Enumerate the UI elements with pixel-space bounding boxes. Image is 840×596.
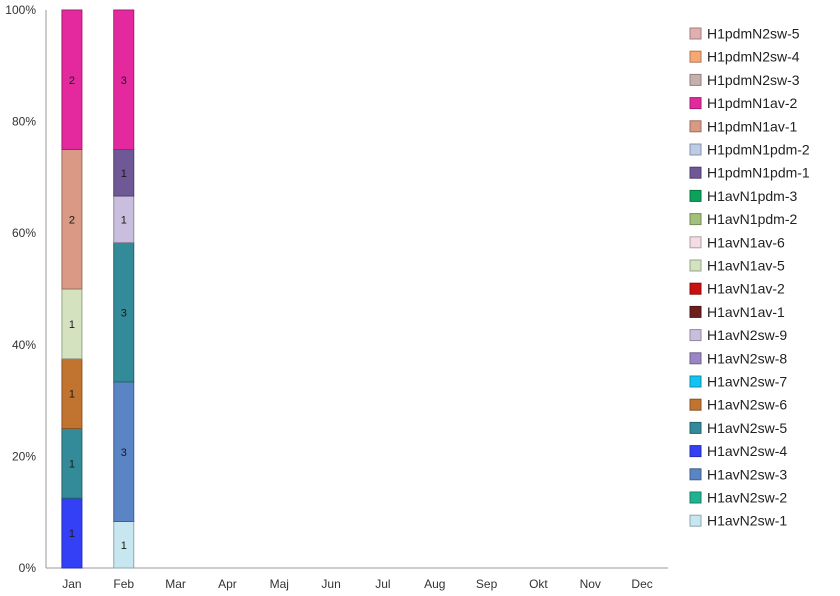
legend-swatch <box>689 468 702 481</box>
y-tick-label: 40% <box>12 338 36 352</box>
x-tick-label: Feb <box>113 577 134 591</box>
legend-label: H1avN1pdm-2 <box>707 211 797 227</box>
legend-label: H1avN2sw-9 <box>707 327 787 343</box>
legend-swatch <box>689 166 702 179</box>
legend-label: H1pdmN1av-1 <box>707 118 797 134</box>
bar-segment-label: 3 <box>121 447 127 459</box>
y-axis-ticks: 0% 20% 40% 60% 80% 100% <box>5 3 36 575</box>
y-tick-label: 80% <box>12 115 36 129</box>
x-tick-label: Aug <box>424 577 445 591</box>
legend-label: H1avN2sw-5 <box>707 420 787 436</box>
legend-label: H1avN2sw-1 <box>707 513 787 529</box>
legend-label: H1avN2sw-7 <box>707 374 787 390</box>
x-tick-label: Maj <box>270 577 289 591</box>
bar-segment-label: 1 <box>121 214 127 226</box>
x-tick-label: Jan <box>62 577 81 591</box>
chart-axes <box>45 10 668 569</box>
bar-segment-label: 1 <box>121 540 127 552</box>
legend-swatch <box>689 213 702 226</box>
legend-label: H1pdmN2sw-3 <box>707 72 800 88</box>
legend-label: H1pdmN2sw-4 <box>707 49 800 65</box>
legend-swatch <box>689 514 702 527</box>
bar-segment-label: 1 <box>121 168 127 180</box>
legend-label: H1avN1pdm-3 <box>707 188 797 204</box>
bar-segment-label: 3 <box>121 75 127 87</box>
chart-bars: 1 1 1 1 2 2 1 3 3 1 1 3 <box>61 9 135 569</box>
bar-segment-label: 1 <box>69 528 75 540</box>
bar-segment-label: 3 <box>121 307 127 319</box>
bar-segment-label: 1 <box>69 319 75 331</box>
chart-legend: H1pdmN2sw-5 H1pdmN2sw-4 H1pdmN2sw-3 H1pdmN1… <box>689 26 810 529</box>
y-tick-label: 100% <box>5 3 36 17</box>
legend-label: H1avN1av-6 <box>707 234 785 250</box>
legend-swatch <box>689 375 702 388</box>
legend-label: H1pdmN1pdm-1 <box>707 165 810 181</box>
y-tick-label: 0% <box>19 561 37 575</box>
legend-label: H1pdmN2sw-5 <box>707 26 800 42</box>
legend-swatch <box>689 305 702 318</box>
legend-swatch <box>689 329 702 342</box>
legend-swatch <box>689 143 702 156</box>
legend-swatch <box>689 282 702 295</box>
legend-swatch <box>689 236 702 249</box>
legend-swatch <box>689 189 702 202</box>
legend-swatch <box>689 259 702 272</box>
legend-swatch <box>689 27 702 40</box>
x-axis-ticks: Jan Feb Mar Apr Maj Jun Jul Aug Sep Okt Nov Dec <box>62 577 653 591</box>
bar-segment-label: 1 <box>69 389 75 401</box>
bar-segment-label: 2 <box>69 214 75 226</box>
legend-label: H1pdmN1av-2 <box>707 95 797 111</box>
legend-label: H1pdmN1pdm-2 <box>707 142 810 158</box>
legend-label: H1avN2sw-8 <box>707 350 787 366</box>
legend-label: H1avN2sw-2 <box>707 490 787 506</box>
x-tick-label: Dec <box>631 577 652 591</box>
legend-label: H1avN1av-5 <box>707 258 785 274</box>
bar-segment <box>113 9 135 150</box>
legend-label: H1avN1av-1 <box>707 304 785 320</box>
legend-swatch <box>689 97 702 110</box>
legend-swatch <box>689 398 702 411</box>
x-tick-label: Sep <box>476 577 498 591</box>
y-tick-label: 20% <box>12 449 36 463</box>
y-tick-label: 60% <box>12 226 36 240</box>
legend-label: H1avN2sw-4 <box>707 443 787 459</box>
legend-swatch <box>689 445 702 458</box>
legend-label: H1avN1av-2 <box>707 281 785 297</box>
legend-swatch <box>689 120 702 133</box>
x-tick-label: Apr <box>218 577 237 591</box>
legend-swatch <box>689 73 702 86</box>
x-tick-label: Mar <box>165 577 186 591</box>
bar-segment-label: 1 <box>69 458 75 470</box>
bar-segment <box>61 9 83 150</box>
legend-swatch <box>689 491 702 504</box>
x-tick-label: Jun <box>321 577 340 591</box>
x-tick-label: Jul <box>375 577 390 591</box>
legend-swatch <box>689 352 702 365</box>
x-tick-label: Nov <box>580 577 601 591</box>
bar-segment-label: 2 <box>69 75 75 87</box>
legend-swatch <box>689 50 702 63</box>
legend-swatch <box>689 421 702 434</box>
legend-label: H1avN2sw-3 <box>707 466 787 482</box>
legend-label: H1avN2sw-6 <box>707 397 787 413</box>
x-tick-label: Okt <box>529 577 548 591</box>
